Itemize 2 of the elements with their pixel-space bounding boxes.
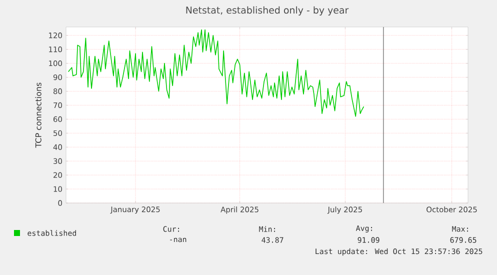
line-series [68,29,364,117]
chart-title: Netstat, established only - by year [186,6,349,16]
